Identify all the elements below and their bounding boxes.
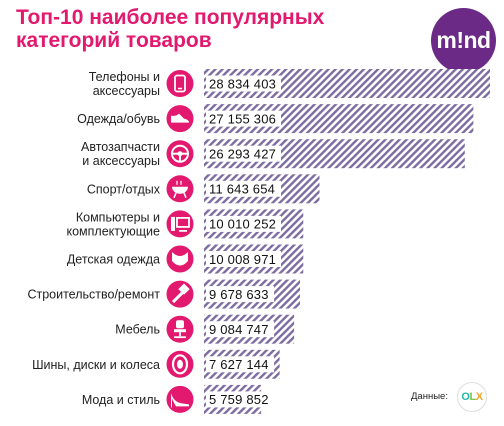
value-label: 26 293 427	[209, 147, 276, 162]
sneaker-icon	[166, 105, 194, 133]
value-label: 7 627 144	[209, 357, 269, 372]
bar-row: Шины, диски и колеса 7 627 144	[32, 349, 280, 379]
value-label-bg	[206, 215, 281, 232]
value-label: 9 678 633	[209, 287, 269, 302]
value-label: 11 643 654	[209, 182, 275, 197]
office-chair-icon	[166, 315, 194, 343]
category-label: Мебель	[115, 323, 160, 337]
title-line-1: Топ-10 наиболее популярных	[16, 6, 325, 29]
value-label-bg	[206, 75, 281, 92]
mind-logo-text: m!nd	[436, 27, 491, 53]
value-label-bg	[206, 145, 281, 162]
bar-row: Мода и стиль 5 759 852	[82, 384, 275, 414]
high-heel-icon	[166, 385, 194, 413]
value-label: 10 010 252	[209, 217, 276, 232]
tire-icon	[166, 350, 194, 378]
title-line-2: категорий товаров	[16, 29, 212, 52]
category-label: Телефоны и	[89, 70, 160, 84]
value-label: 9 084 747	[209, 322, 269, 337]
olx-logo-text: OLX	[461, 391, 483, 403]
value-label-bg	[206, 180, 281, 197]
bar-row: Строительство/ремонт 9 678 633	[27, 279, 300, 309]
value-label: 5 759 852	[209, 392, 269, 407]
value-label: 27 155 306	[209, 111, 276, 126]
category-label: Шины, диски и колеса	[32, 358, 160, 372]
category-label: комплектующие	[67, 224, 161, 238]
bar-row: Детская одежда 10 008 971	[67, 244, 304, 274]
baby-bib-icon	[166, 245, 194, 273]
category-label: Спорт/отдых	[87, 182, 161, 196]
category-label: и аксессуары	[82, 154, 160, 168]
bar-row: Спорт/отдых 11 643 654	[87, 174, 320, 204]
chart-title: Топ-10 наиболее популярных категорий тов…	[16, 6, 396, 52]
grill-icon	[166, 175, 194, 203]
category-label: Детская одежда	[67, 253, 160, 267]
computer-icon	[166, 210, 194, 238]
category-label: Мода и стиль	[82, 393, 160, 407]
bar-row: Одежда/обувь 27 155 306	[77, 104, 474, 134]
paint-roller-icon	[166, 280, 194, 308]
source-label: Данные:	[411, 391, 448, 402]
category-label: Одежда/обувь	[77, 112, 160, 126]
category-label: Строительство/ремонт	[27, 288, 160, 302]
value-label-bg	[206, 391, 275, 408]
bar-row: Мебель 9 084 747	[115, 314, 295, 344]
olx-logo: OLX	[457, 382, 487, 412]
value-label: 10 008 971	[209, 252, 276, 267]
category-label: аксессуары	[93, 84, 160, 98]
steering-wheel-icon	[166, 140, 194, 168]
value-label-bg	[206, 286, 275, 303]
value-label-bg	[206, 356, 275, 373]
mind-logo: m!nd	[431, 8, 496, 73]
phone-icon	[166, 70, 194, 97]
value-label-bg	[206, 251, 281, 267]
category-label: Компьютеры и	[76, 210, 160, 224]
value-label-bg	[206, 321, 275, 338]
category-label: Автозапчасти	[81, 140, 160, 154]
value-label-bg	[206, 110, 281, 127]
value-label: 28 834 403	[209, 76, 276, 91]
